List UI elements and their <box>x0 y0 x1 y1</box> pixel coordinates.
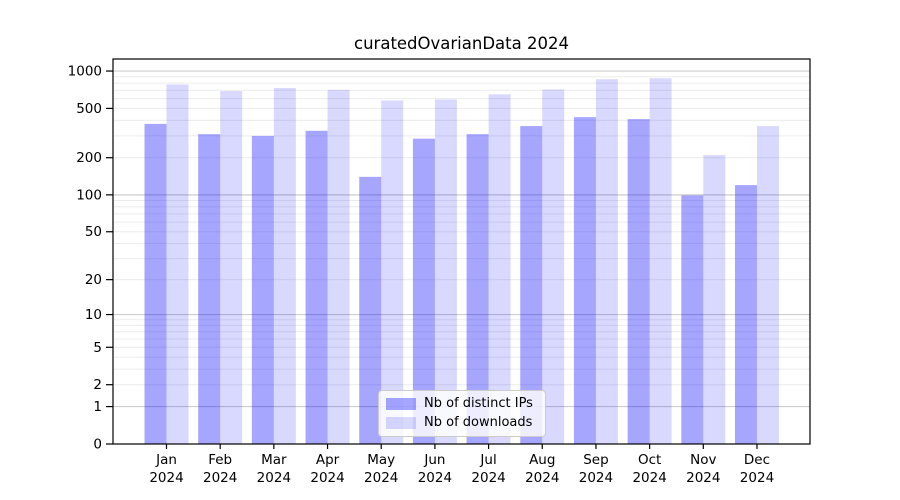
bar-distinct-ips-jun <box>412 138 435 444</box>
legend-label-distinct-ips: Nb of distinct IPs <box>424 396 533 411</box>
bar-downloads-dec <box>756 126 779 444</box>
y-tick-label: 50 <box>85 224 102 240</box>
x-tick-label-nov: Nov 2024 <box>686 452 720 486</box>
legend-item-distinct-ips: Nb of distinct IPs <box>386 396 536 411</box>
bar-downloads-mar <box>273 88 296 444</box>
bar-distinct-ips-mar <box>251 135 274 444</box>
bar-distinct-ips-nov <box>681 195 704 444</box>
bar-downloads-aug <box>542 89 565 445</box>
legend-swatch-downloads <box>386 416 416 429</box>
bar-downloads-jul <box>488 94 511 444</box>
legend-label-downloads: Nb of downloads <box>424 415 533 430</box>
x-tick-label-may: May 2024 <box>364 452 398 486</box>
plot-border <box>112 58 811 445</box>
x-tick-label-feb: Feb 2024 <box>203 452 237 486</box>
bar-downloads-nov <box>703 155 726 445</box>
bar-downloads-jan <box>166 84 189 444</box>
legend-item-downloads: Nb of downloads <box>386 415 536 430</box>
y-tick-label: 0 <box>93 437 102 453</box>
bar-distinct-ips-apr <box>305 130 328 444</box>
bar-downloads-apr <box>327 89 350 444</box>
y-tick-label: 1 <box>93 399 102 415</box>
x-tick-label-aug: Aug 2024 <box>525 452 559 486</box>
x-tick-label-apr: Apr 2024 <box>310 452 344 486</box>
x-tick-label-oct: Oct 2024 <box>632 452 666 486</box>
bar-distinct-ips-feb <box>198 134 221 444</box>
bar-distinct-ips-dec <box>734 185 757 444</box>
bar-downloads-jun <box>434 99 457 445</box>
y-tick-label: 20 <box>85 272 102 288</box>
bar-distinct-ips-oct <box>627 119 650 445</box>
bar-distinct-ips-aug <box>520 126 543 444</box>
y-tick-label: 200 <box>76 150 102 166</box>
y-tick-label: 100 <box>76 187 102 203</box>
y-tick-label: 5 <box>93 340 102 356</box>
y-tick-label: 10 <box>85 307 102 323</box>
y-tick-label: 2 <box>93 377 102 393</box>
y-tick-label: 1000 <box>68 64 102 80</box>
legend-swatch-distinct-ips <box>386 397 416 410</box>
x-tick-label-jun: Jun 2024 <box>418 452 452 486</box>
y-tick-label: 500 <box>76 101 102 117</box>
x-tick-label-jul: Jul 2024 <box>471 452 505 486</box>
x-tick-label-sep: Sep 2024 <box>579 452 613 486</box>
chart-legend: Nb of distinct IPs Nb of downloads <box>378 390 546 437</box>
bar-distinct-ips-jul <box>466 134 489 444</box>
bar-distinct-ips-jan <box>144 123 167 445</box>
bar-downloads-may <box>381 100 404 445</box>
bar-downloads-sep <box>595 79 618 444</box>
bar-downloads-feb <box>220 91 243 444</box>
x-tick-label-mar: Mar 2024 <box>257 452 291 486</box>
bar-distinct-ips-sep <box>573 117 596 444</box>
x-tick-label-dec: Dec 2024 <box>740 452 774 486</box>
bar-distinct-ips-may <box>359 176 382 445</box>
bar-downloads-oct <box>649 78 672 445</box>
chart-title: curatedOvarianData 2024 <box>354 34 569 53</box>
x-tick-label-jan: Jan 2024 <box>149 452 183 486</box>
